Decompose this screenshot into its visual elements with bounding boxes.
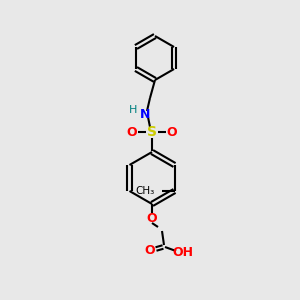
Text: CH₃: CH₃ bbox=[135, 186, 154, 196]
Text: S: S bbox=[147, 125, 157, 139]
Text: O: O bbox=[147, 212, 157, 224]
Text: O: O bbox=[145, 244, 155, 256]
Text: OH: OH bbox=[172, 247, 194, 260]
Text: H: H bbox=[129, 105, 137, 115]
Text: O: O bbox=[167, 125, 177, 139]
Text: N: N bbox=[140, 107, 150, 121]
Text: O: O bbox=[127, 125, 137, 139]
